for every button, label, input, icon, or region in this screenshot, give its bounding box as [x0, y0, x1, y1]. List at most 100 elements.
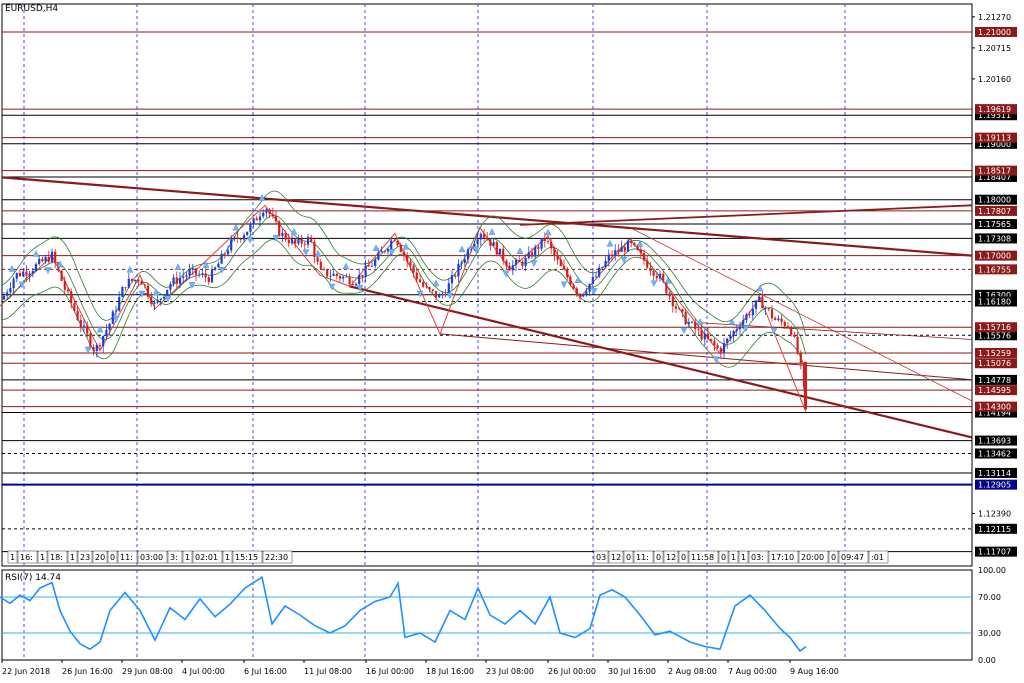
candle-body — [127, 278, 130, 288]
price-tick-label: 1.20715 — [978, 44, 1011, 53]
candle-body — [550, 241, 553, 249]
candle-body — [175, 277, 178, 284]
candle-body — [617, 250, 620, 252]
candle-body — [530, 252, 534, 257]
candle-body — [271, 213, 274, 216]
time-box — [92, 550, 108, 564]
candle-body — [9, 288, 12, 293]
grid — [1, 3, 973, 661]
time-box-label: 11: — [120, 553, 133, 562]
candle-body — [249, 224, 252, 232]
candle-body — [761, 296, 764, 309]
candle-body — [665, 281, 668, 294]
price-badge-label: 1.16180 — [978, 297, 1011, 306]
candle-body — [242, 235, 246, 240]
candle-body — [60, 270, 63, 281]
time-tick-label: 26 Jul 00:00 — [548, 667, 596, 676]
candle-body — [748, 314, 751, 316]
candle-body — [146, 285, 150, 297]
candle-body — [758, 296, 761, 301]
fractal-marker — [606, 239, 614, 247]
fractal-marker — [770, 327, 778, 335]
fractal-marker — [458, 245, 466, 253]
candle-body — [594, 276, 598, 278]
candle-body — [585, 291, 588, 295]
candle-body — [588, 283, 591, 292]
candle-body — [626, 240, 630, 252]
candle-body — [719, 347, 722, 354]
candle-body — [463, 259, 466, 263]
fractal-marker — [636, 239, 644, 247]
candle-body — [751, 308, 754, 316]
trend-line — [349, 285, 973, 439]
time-box-label: 03:00 — [140, 553, 163, 562]
candle-body — [89, 333, 92, 347]
price-badge-label: 1.18000 — [978, 196, 1011, 205]
candle-body — [508, 265, 511, 271]
candle-body — [28, 273, 31, 276]
candle-body — [44, 256, 47, 262]
candle-body — [447, 283, 450, 295]
candle-body — [54, 251, 57, 263]
fractal-marker — [664, 276, 672, 284]
time-box-label: 20 — [95, 553, 105, 562]
candle-body — [444, 294, 447, 296]
candle-body — [450, 275, 454, 284]
price-badge-label: 1.14778 — [978, 376, 1011, 385]
time-tick-label: 23 Jul 08:00 — [486, 667, 534, 676]
fractal-marker — [560, 281, 568, 289]
candle-body — [578, 293, 582, 297]
candle-body — [706, 333, 710, 339]
candle-body — [351, 284, 354, 286]
time-box — [182, 550, 193, 564]
fractal-marker — [590, 288, 598, 295]
candle-body — [418, 279, 422, 283]
band-upper — [1, 190, 807, 337]
candle-body — [428, 287, 431, 290]
candle-body — [265, 209, 268, 213]
time-box-label: 1 — [225, 553, 230, 562]
time-box-label: 0 — [681, 553, 686, 562]
fractal-marker — [650, 280, 658, 288]
price-badge-label: 1.17308 — [978, 234, 1011, 243]
candle-body — [367, 265, 370, 267]
candle-body — [262, 212, 265, 217]
time-tick-label: 18 Jul 16:00 — [426, 667, 474, 676]
candle-body — [255, 218, 258, 221]
candle-body — [409, 261, 412, 266]
candle-body — [329, 275, 332, 277]
time-box-label: 03 — [596, 553, 606, 562]
price-badge-label: 1.19000 — [978, 140, 1011, 149]
candle-body — [742, 320, 745, 327]
time-box — [262, 550, 293, 564]
candle-body — [514, 260, 518, 266]
candle-body — [431, 289, 434, 291]
time-box-label: 17:10 — [771, 553, 794, 562]
fractal-marker — [372, 244, 380, 251]
candle-body — [694, 321, 697, 330]
fractal-marker — [356, 285, 364, 292]
candle-body — [738, 326, 742, 330]
fractal-marker — [32, 250, 40, 257]
candle-body — [668, 293, 671, 297]
candle-body — [486, 237, 489, 240]
candle-body — [713, 340, 716, 346]
time-tick-label: 16 Jul 00:00 — [366, 667, 414, 676]
price-badge-label: 1.12905 — [978, 481, 1011, 490]
candle-body — [476, 239, 479, 244]
fractal-marker — [8, 265, 16, 272]
candle-body — [47, 256, 50, 262]
candle-body — [284, 232, 287, 240]
candle-body — [767, 307, 770, 310]
candle-body — [252, 218, 255, 225]
candle-body — [217, 263, 220, 268]
candle-body — [156, 299, 159, 303]
candle-body — [358, 274, 361, 284]
price-badge — [975, 322, 1017, 333]
candle-body — [25, 271, 28, 276]
candle-body — [537, 246, 540, 249]
price-badge — [975, 296, 1017, 307]
candle-body — [92, 346, 95, 351]
price-tick-label: 1.12390 — [978, 509, 1011, 518]
rsi-tick-label: 0.00 — [978, 656, 996, 665]
